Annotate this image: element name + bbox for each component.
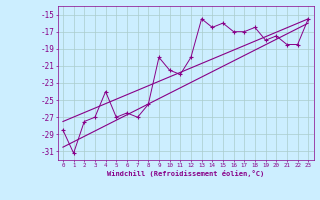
X-axis label: Windchill (Refroidissement éolien,°C): Windchill (Refroidissement éolien,°C) xyxy=(107,170,264,177)
